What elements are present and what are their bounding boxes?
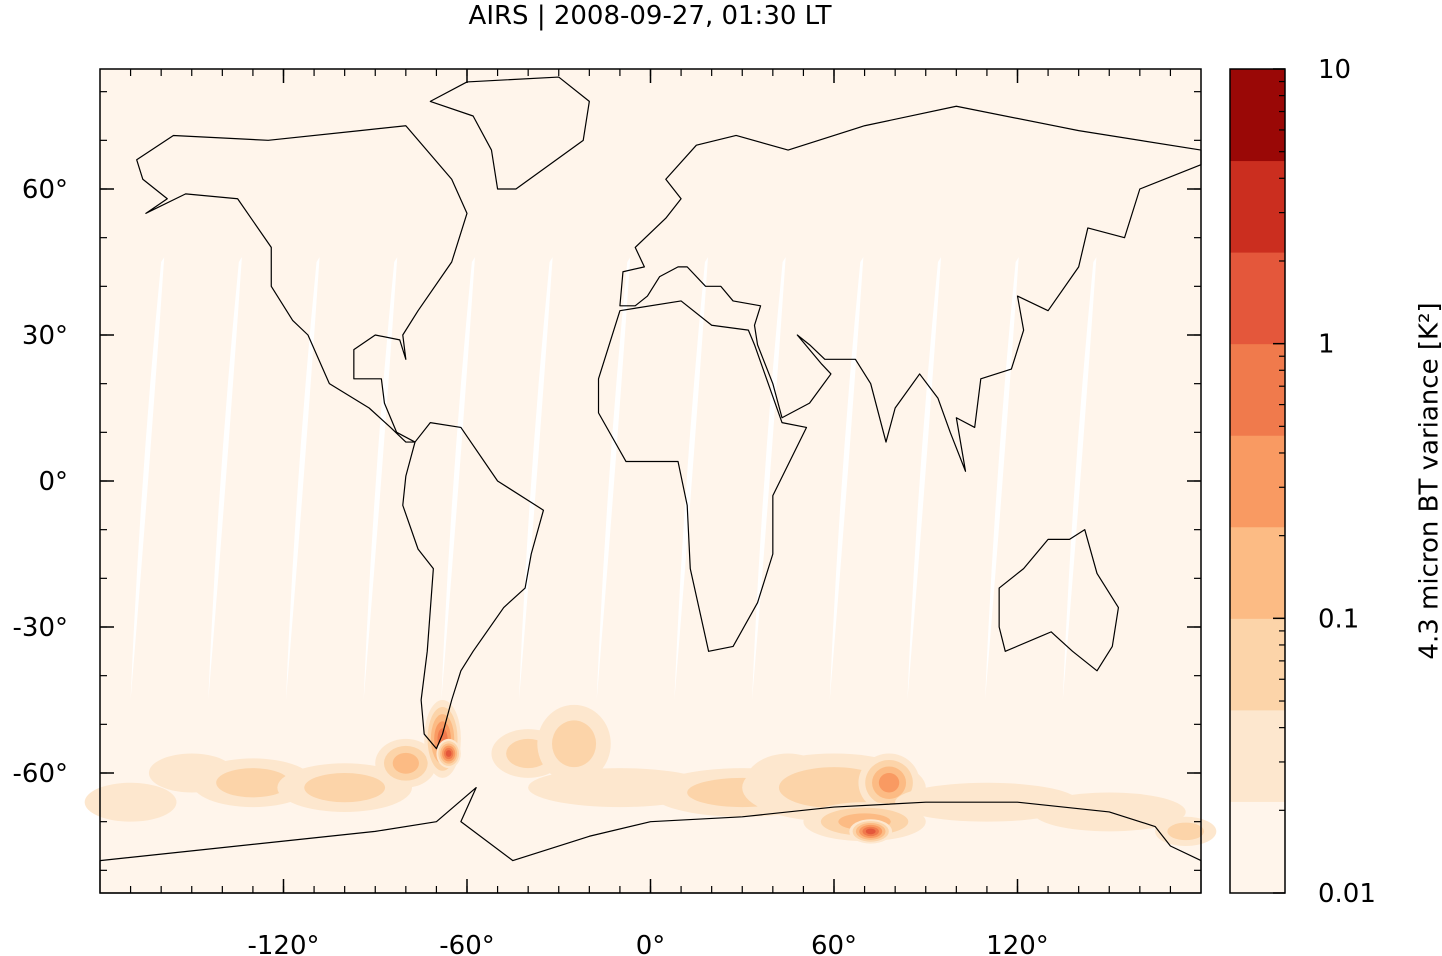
data-gap	[674, 257, 708, 700]
map-background	[100, 69, 1201, 893]
variance-blob	[304, 772, 386, 803]
colorbar-band	[1230, 618, 1285, 711]
colorbar-band	[1230, 801, 1285, 894]
data-gap	[441, 257, 475, 700]
variance-blob	[865, 828, 876, 835]
map-title: AIRS | 2008-09-27, 01:30 LT	[469, 1, 832, 31]
colorbar-band	[1230, 160, 1285, 253]
colorbar-band	[1230, 435, 1285, 528]
colorbar-band	[1230, 709, 1285, 802]
data-gap	[130, 257, 165, 700]
map-area	[84, 69, 1217, 894]
data-gap	[596, 257, 631, 700]
colorbar-frame	[1229, 68, 1286, 894]
colorbar-label: 4.3 micron BT variance [K²]	[1415, 302, 1442, 659]
coastline	[429, 76, 590, 190]
coastline	[619, 105, 1202, 472]
variance-blob	[552, 720, 597, 768]
x-tick-label: 120°	[986, 931, 1049, 956]
data-gap	[829, 257, 864, 700]
colorbar: 10 1 0.1 0.01	[1229, 55, 1376, 909]
x-tick-label: -120°	[247, 931, 319, 956]
colorbar-band	[1230, 252, 1285, 345]
coastline	[998, 529, 1120, 672]
y-tick-label: 30°	[22, 321, 68, 351]
colorbar-tick-label: 10	[1318, 55, 1351, 85]
data-gap	[208, 257, 242, 700]
data-gap	[518, 257, 553, 700]
coastline	[99, 787, 1202, 894]
x-tick-label: 0°	[636, 931, 666, 956]
data-gap	[752, 257, 786, 700]
coastline	[402, 422, 545, 750]
data-gap	[907, 257, 942, 700]
data-gap	[985, 257, 1019, 700]
variance-blob	[216, 768, 290, 798]
variance-blob	[445, 750, 452, 757]
coastline	[136, 125, 468, 443]
colorbar-band	[1230, 69, 1285, 162]
variance-blob	[1167, 822, 1205, 841]
colorbar-tick-label: 0.01	[1318, 879, 1376, 909]
colorbar-band	[1230, 343, 1285, 436]
variance-blob	[392, 752, 419, 774]
x-tick-label: -60°	[439, 931, 494, 956]
y-tick-label: 0°	[38, 467, 68, 497]
y-tick-label: -30°	[13, 613, 68, 643]
variance-blob	[878, 772, 900, 793]
coastline	[597, 300, 808, 652]
colorbar-tick-label: 1	[1318, 330, 1335, 360]
colorbar-band	[1230, 526, 1285, 619]
data-gap	[1062, 257, 1097, 700]
data-gap	[285, 257, 320, 700]
data-gap	[363, 257, 398, 700]
x-tick-label: 60°	[811, 931, 857, 956]
y-tick-label: -60°	[13, 759, 68, 789]
y-tick-label: 60°	[22, 175, 68, 205]
colorbar-tick-label: 0.1	[1318, 604, 1359, 634]
variance-blob	[84, 782, 177, 822]
